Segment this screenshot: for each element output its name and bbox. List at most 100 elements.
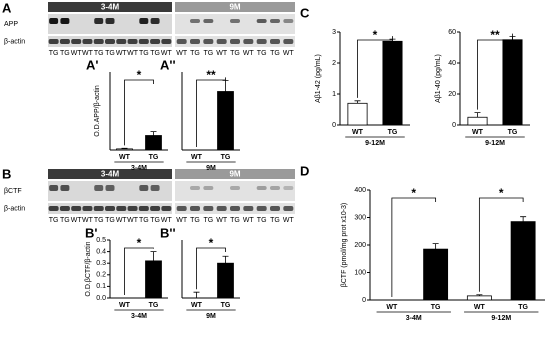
band (139, 18, 149, 24)
significance: * (137, 68, 142, 82)
band (243, 206, 254, 211)
lane-label: TG (257, 217, 267, 224)
lane-label: WT (216, 50, 228, 57)
error-bar (222, 79, 229, 92)
lane-label: WT (116, 50, 128, 57)
band (71, 39, 82, 44)
band (105, 18, 115, 24)
band (82, 206, 93, 211)
row-label: βCTF (4, 188, 22, 195)
bar (217, 262, 234, 299)
y-tick-label: 0.5 (96, 237, 106, 244)
bar (347, 102, 368, 126)
band (176, 206, 187, 211)
lane-label: WT (127, 217, 139, 224)
band (127, 39, 138, 44)
y-tick-label: 100 (354, 269, 366, 276)
lane-label: TG (139, 50, 149, 57)
bar (510, 221, 536, 301)
band (230, 39, 240, 44)
group-label: 9-12M (491, 315, 511, 322)
lane-label: TG (150, 217, 160, 224)
band (138, 206, 149, 211)
lane-label: TG (190, 217, 200, 224)
lane-label: TG (230, 50, 240, 57)
lane-label: TG (60, 50, 70, 57)
x-tick-label: WT (474, 304, 486, 311)
band (94, 18, 104, 24)
header-bar (175, 2, 295, 12)
y-tick-label: 3 (332, 29, 336, 36)
lane-label: TG (60, 217, 70, 224)
band (203, 39, 214, 44)
row-label: β-actin (4, 205, 25, 212)
band (105, 185, 115, 191)
y-tick-label: 1 (332, 91, 336, 98)
y-tick-label: 200 (354, 242, 366, 249)
significance: * (209, 236, 214, 250)
row-label: β-actin (4, 38, 25, 45)
significance-bracket (196, 77, 226, 147)
error-bar (222, 255, 229, 264)
band (94, 185, 104, 191)
group-label: 3-4M (406, 315, 422, 322)
x-tick-label: WT (472, 129, 484, 136)
band (176, 39, 187, 44)
error-bar (432, 243, 439, 250)
lane-label: WT (243, 217, 255, 224)
y-tick-label: 0.1 (96, 283, 106, 290)
lane-label: WT (176, 217, 188, 224)
band (230, 186, 240, 190)
chart-title: A'' (160, 57, 176, 72)
band (105, 39, 115, 44)
significance: ** (490, 28, 500, 42)
bar (217, 91, 234, 151)
band (270, 206, 280, 211)
band (256, 39, 267, 44)
band (203, 206, 214, 211)
y-tick-label: 400 (354, 187, 366, 194)
bar (502, 39, 523, 126)
band (190, 206, 200, 211)
error-bar (474, 112, 481, 118)
significance-bracket (478, 197, 524, 292)
error-bar (520, 216, 527, 222)
panel-label: C (300, 5, 310, 20)
lane-label: TG (94, 50, 104, 57)
band (150, 185, 160, 191)
lane-label: WT (243, 50, 255, 57)
group-label: 9-12M (365, 140, 385, 147)
significance-bracket (124, 79, 154, 146)
band (161, 39, 172, 44)
band (230, 206, 240, 211)
band (283, 206, 294, 211)
x-tick-label: WT (352, 129, 364, 136)
band (256, 186, 267, 190)
bar (423, 248, 449, 301)
panel-label: B (2, 166, 11, 181)
band (256, 206, 267, 211)
significance: * (499, 186, 504, 200)
band (190, 186, 200, 190)
lane-label: WT (216, 217, 228, 224)
chart-title: B'' (160, 225, 176, 240)
band (60, 185, 70, 191)
error-bar (476, 294, 483, 296)
band (283, 19, 294, 23)
band (105, 206, 115, 211)
y-tick-label: 2 (332, 60, 336, 67)
group-label: 9M (206, 165, 216, 172)
bar (145, 260, 162, 299)
lane-label: TG (139, 217, 149, 224)
band (230, 19, 240, 23)
bar (382, 40, 403, 126)
lane-label: WT (127, 50, 139, 57)
x-tick-label: TG (221, 154, 231, 161)
lane-label: WT (71, 217, 83, 224)
error-bar (193, 291, 200, 298)
blot-strip (175, 181, 295, 201)
x-tick-label: TG (149, 302, 159, 309)
group-label: 9M (206, 313, 216, 320)
significance-bracket (477, 33, 513, 110)
